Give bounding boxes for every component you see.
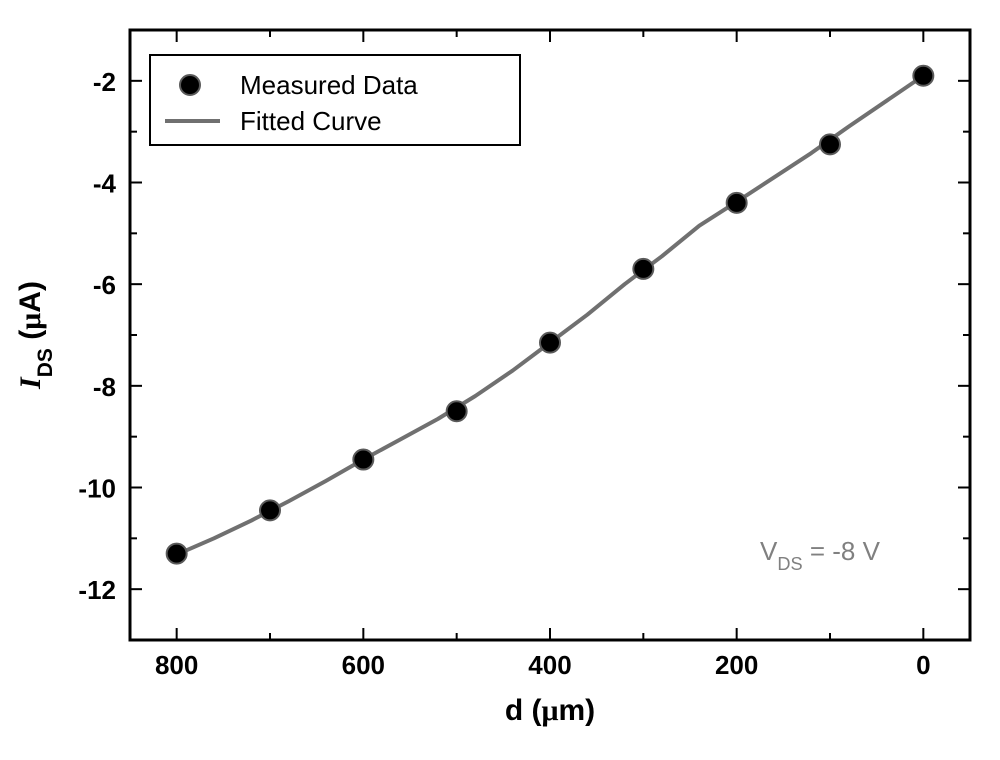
x-tick-label: 0 bbox=[916, 650, 930, 680]
data-point-marker bbox=[260, 500, 280, 520]
y-tick-label: -8 bbox=[93, 372, 116, 402]
chart-container: 800 600 400 200 0 -2 -4 -6 -8 -10 -12 Measured Da… bbox=[0, 0, 1000, 760]
y-tick-label: -12 bbox=[78, 575, 116, 605]
y-tick-label: -4 bbox=[93, 169, 117, 199]
data-point-marker bbox=[353, 450, 373, 470]
data-point-marker bbox=[913, 66, 933, 86]
x-axis-label: d (μm) bbox=[505, 694, 595, 727]
x-tick-label: 200 bbox=[715, 650, 758, 680]
y-axis-label: IDS (μA) bbox=[14, 281, 57, 390]
data-point-marker bbox=[727, 193, 747, 213]
data-point-marker bbox=[447, 401, 467, 421]
legend-entry-measured: Measured Data bbox=[240, 70, 418, 100]
legend-marker-icon bbox=[180, 75, 200, 95]
data-point-marker bbox=[540, 333, 560, 353]
fitted-curve bbox=[177, 76, 924, 555]
x-tick-label: 800 bbox=[155, 650, 198, 680]
data-point-marker bbox=[820, 134, 840, 154]
legend-entry-fitted: Fitted Curve bbox=[240, 106, 382, 136]
data-point-marker bbox=[167, 544, 187, 564]
y-tick-label: -2 bbox=[93, 67, 116, 97]
y-tick-label: -6 bbox=[93, 270, 116, 300]
data-point-marker bbox=[633, 259, 653, 279]
y-tick-label: -10 bbox=[78, 474, 116, 504]
chart-svg: 800 600 400 200 0 -2 -4 -6 -8 -10 -12 Measured Da… bbox=[0, 0, 1000, 760]
x-tick-label: 400 bbox=[528, 650, 571, 680]
vds-annotation: VDS = -8 V bbox=[760, 536, 881, 574]
x-tick-label: 600 bbox=[342, 650, 385, 680]
